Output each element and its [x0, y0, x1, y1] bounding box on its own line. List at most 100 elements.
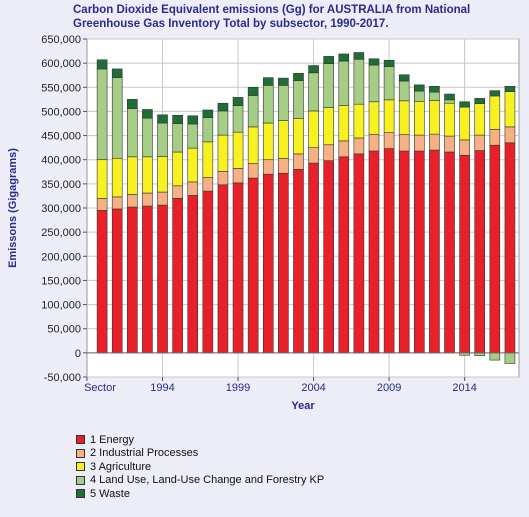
x-axis-title: Year [291, 400, 315, 412]
bar-segment [157, 204, 168, 354]
bar-segment [308, 110, 319, 148]
bar-segment [142, 156, 153, 194]
bar-segment [308, 147, 319, 164]
bar-segment [474, 103, 486, 136]
bar-segment [338, 140, 350, 158]
bar-segment [202, 177, 214, 192]
bar-segment [262, 85, 274, 124]
bar-segment [111, 77, 123, 159]
bar-segment [172, 185, 183, 199]
y-tick-label: 550,000 [41, 82, 81, 94]
bar-segment [232, 97, 244, 106]
bar-segment [429, 133, 440, 151]
bar-segment [489, 95, 501, 130]
bar-segment [111, 157, 123, 198]
bar-segment [96, 68, 108, 161]
bar-segment [338, 60, 350, 106]
bar-segment [232, 105, 244, 133]
bar-segment [96, 159, 108, 199]
bar-segment [429, 100, 440, 135]
bar-segment [368, 134, 380, 152]
bar-segment [217, 102, 229, 112]
bar-segment [278, 85, 289, 121]
bar-segment [459, 139, 470, 156]
chart-title: Carbon Dioxide Equivalent emissions (Gg)… [73, 4, 471, 30]
bar-segment [96, 198, 108, 211]
x-tick-label: 2004 [301, 382, 325, 394]
bar-segment [353, 103, 365, 139]
bar-segment [262, 173, 274, 354]
bar-segment [474, 134, 486, 151]
bar-segment [429, 91, 440, 101]
bar-segment [202, 190, 214, 354]
y-tick-label: 500,000 [41, 106, 81, 118]
y-tick-label: 250,000 [41, 227, 81, 239]
bar-segment [172, 123, 183, 153]
bar-segment [338, 53, 350, 62]
bar-segment [96, 210, 108, 354]
bar-segment [187, 123, 199, 149]
bar-segment [262, 159, 274, 175]
bar-segment [444, 99, 455, 104]
bar-segment [368, 58, 380, 66]
bar-segment [338, 156, 350, 354]
legend-item-land-use: 4 Land Use, Land-Use Change and Forestry… [76, 474, 324, 488]
bar-segment [127, 108, 138, 158]
bar-segment [489, 128, 501, 146]
bar-segment [414, 150, 425, 354]
bar-segment [157, 156, 168, 193]
bar-segment [444, 151, 455, 354]
y-tick-label: 0 [75, 348, 81, 360]
bar-segment [323, 107, 334, 146]
bar-segment [368, 64, 380, 103]
bar-segment [398, 150, 410, 354]
bar-segment [489, 90, 501, 97]
legend-label-industrial-processes: 2 Industrial Processes [90, 447, 199, 460]
legend-label-waste: 5 Waste [90, 487, 130, 500]
legend-swatch-agriculture [76, 462, 85, 472]
bar-segment [232, 168, 244, 184]
bar-segment [308, 162, 319, 354]
y-tick-label: 350,000 [41, 179, 81, 191]
x-tick-label: 2014 [452, 382, 476, 394]
bar-segment [142, 117, 153, 158]
y-tick-label: 600,000 [41, 58, 81, 70]
bar-segment [308, 65, 319, 74]
bar-segment [353, 137, 365, 155]
bar-segment [398, 80, 410, 102]
bar-segment [262, 122, 274, 161]
bar-segment [323, 160, 334, 354]
bar-segment [353, 58, 365, 105]
y-tick-label: 300,000 [41, 203, 81, 215]
bar-segment [278, 77, 289, 86]
bar-segment [172, 114, 183, 124]
bar-segment [459, 106, 470, 141]
legend-label-land-use: 4 Land Use, Land-Use Change and Forestry… [90, 474, 325, 487]
bar-segment [489, 352, 501, 361]
bar-segment [504, 352, 516, 364]
bar-segment [368, 101, 380, 135]
bar-segment [504, 91, 516, 128]
bar-segment [459, 155, 470, 354]
bar-segment [187, 147, 199, 183]
y-tick-label: 400,000 [41, 155, 81, 167]
legend: 1 Energy 2 Industrial Processes 3 Agricu… [76, 433, 324, 501]
bar-segment [217, 184, 229, 354]
bar-segment [172, 151, 183, 187]
bar-segment [398, 100, 410, 135]
bar-segment [127, 99, 138, 109]
bar-segment [247, 177, 259, 354]
bar-segment [504, 126, 516, 144]
bar-segment [323, 144, 334, 161]
x-tick-label: 1994 [150, 382, 174, 394]
bar-segment [504, 86, 516, 92]
bar-segment [142, 109, 153, 119]
y-tick-label: 200,000 [41, 251, 81, 263]
bar-segment [489, 144, 501, 354]
bar-segment [217, 134, 229, 172]
bar-segment [308, 72, 319, 112]
bar-segment [111, 68, 123, 78]
bar-segment [157, 191, 168, 206]
legend-item-industrial-processes: 2 Industrial Processes [76, 447, 324, 461]
